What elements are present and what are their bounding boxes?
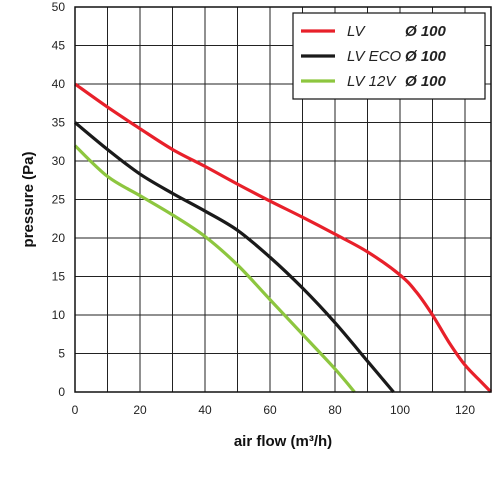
y-axis-ticks: 0 5 10 15 20 25 30 35 40 45 50 [52,0,66,399]
y-tick-label: 45 [52,39,66,53]
legend-diameter-1: Ø 100 [405,23,447,40]
y-tick-label: 10 [52,308,66,322]
y-tick-label: 15 [52,270,66,284]
x-tick-label: 20 [133,403,147,417]
y-tick-label: 0 [58,385,65,399]
y-tick-label: 20 [52,231,66,245]
legend-label-3: LV 12V [347,73,397,90]
x-tick-label: 80 [328,403,342,417]
x-tick-label: 0 [72,403,79,417]
chart-curves [73,82,493,394]
x-tick-label: 120 [455,403,475,417]
y-tick-label: 50 [52,0,66,14]
y-axis-label: pressure (Pa) [20,152,37,248]
series-line-1 [74,82,493,394]
x-tick-label: 100 [390,403,410,417]
legend-label-1: LV [347,23,367,40]
x-tick-label: 60 [263,403,277,417]
y-tick-label: 40 [52,77,66,91]
legend-label-2: LV ECO [347,48,402,65]
plot-frame [74,6,492,393]
x-axis-ticks: 0 20 40 60 80 100 120 [72,403,476,417]
y-tick-label: 35 [52,116,66,130]
series-line-2 [73,121,395,394]
x-tick-label: 40 [198,403,212,417]
legend-diameter-3: Ø 100 [405,73,447,90]
x-axis-label: air flow (m³/h) [234,433,332,450]
series-line-3 [73,144,356,394]
y-tick-label: 30 [52,154,66,168]
y-tick-label: 25 [52,193,66,207]
y-tick-label: 5 [58,347,65,361]
legend-diameter-2: Ø 100 [405,48,447,65]
